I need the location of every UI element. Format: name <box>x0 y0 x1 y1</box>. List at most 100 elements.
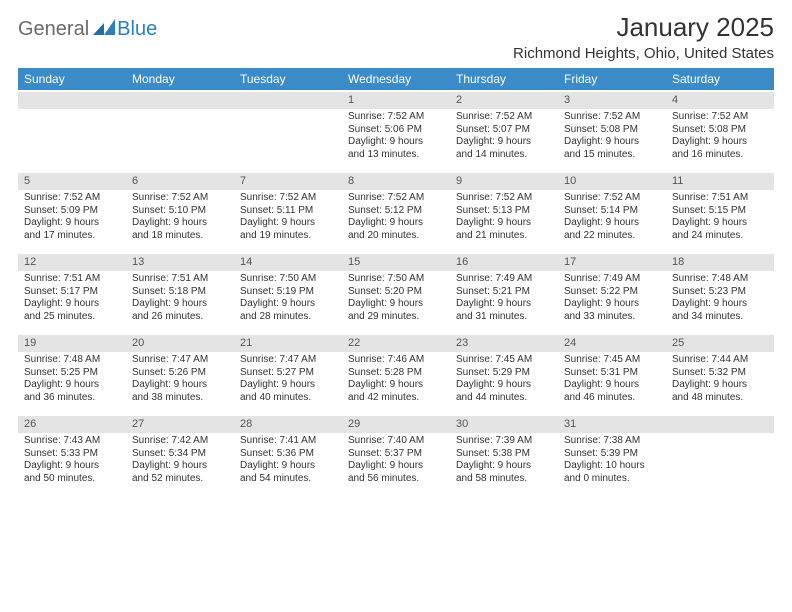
day-detail-line: Daylight: 9 hours <box>564 217 660 230</box>
calendar-cell: 28Sunrise: 7:41 AMSunset: 5:36 PMDayligh… <box>234 415 342 496</box>
day-details: Sunrise: 7:52 AMSunset: 5:08 PMDaylight:… <box>558 109 666 165</box>
day-detail-line: Sunrise: 7:49 AM <box>456 273 552 286</box>
day-detail-line: Sunset: 5:34 PM <box>132 448 228 461</box>
day-detail-line: Daylight: 9 hours <box>456 460 552 473</box>
day-number: 19 <box>18 335 126 352</box>
day-header-sunday: Sunday <box>18 68 126 91</box>
calendar-cell: 8Sunrise: 7:52 AMSunset: 5:12 PMDaylight… <box>342 172 450 253</box>
day-detail-line: Daylight: 9 hours <box>456 379 552 392</box>
day-detail-line: Daylight: 9 hours <box>132 298 228 311</box>
day-detail-line: Sunrise: 7:40 AM <box>348 435 444 448</box>
day-detail-line: and 13 minutes. <box>348 149 444 162</box>
day-number: 26 <box>18 416 126 433</box>
location-text: Richmond Heights, Ohio, United States <box>513 45 774 62</box>
calendar-week: 26Sunrise: 7:43 AMSunset: 5:33 PMDayligh… <box>18 415 774 496</box>
day-detail-line: Sunrise: 7:46 AM <box>348 354 444 367</box>
calendar-cell: 20Sunrise: 7:47 AMSunset: 5:26 PMDayligh… <box>126 334 234 415</box>
day-number: 11 <box>666 173 774 190</box>
day-number: 2 <box>450 92 558 109</box>
day-detail-line: Daylight: 9 hours <box>672 217 768 230</box>
day-detail-line: and 31 minutes. <box>456 311 552 324</box>
day-number: 6 <box>126 173 234 190</box>
day-details: Sunrise: 7:45 AMSunset: 5:29 PMDaylight:… <box>450 352 558 408</box>
day-detail-line: Sunrise: 7:42 AM <box>132 435 228 448</box>
day-detail-line: Sunset: 5:38 PM <box>456 448 552 461</box>
day-detail-line: Sunset: 5:29 PM <box>456 367 552 380</box>
day-detail-line: and 22 minutes. <box>564 230 660 243</box>
day-details: Sunrise: 7:43 AMSunset: 5:33 PMDaylight:… <box>18 433 126 489</box>
day-number <box>234 92 342 109</box>
day-detail-line: and 17 minutes. <box>24 230 120 243</box>
day-detail-line: and 40 minutes. <box>240 392 336 405</box>
day-number: 8 <box>342 173 450 190</box>
day-detail-line: Sunrise: 7:52 AM <box>348 192 444 205</box>
day-details <box>126 109 234 165</box>
day-details: Sunrise: 7:52 AMSunset: 5:07 PMDaylight:… <box>450 109 558 165</box>
day-detail-line: and 44 minutes. <box>456 392 552 405</box>
day-header-saturday: Saturday <box>666 68 774 91</box>
calendar-cell: 10Sunrise: 7:52 AMSunset: 5:14 PMDayligh… <box>558 172 666 253</box>
day-header-wednesday: Wednesday <box>342 68 450 91</box>
day-header-thursday: Thursday <box>450 68 558 91</box>
day-detail-line: and 33 minutes. <box>564 311 660 324</box>
calendar-cell: 25Sunrise: 7:44 AMSunset: 5:32 PMDayligh… <box>666 334 774 415</box>
calendar-cell <box>126 91 234 172</box>
day-number: 5 <box>18 173 126 190</box>
day-details: Sunrise: 7:46 AMSunset: 5:28 PMDaylight:… <box>342 352 450 408</box>
day-details: Sunrise: 7:41 AMSunset: 5:36 PMDaylight:… <box>234 433 342 489</box>
day-detail-line: Sunset: 5:15 PM <box>672 205 768 218</box>
day-detail-line: Sunrise: 7:52 AM <box>564 111 660 124</box>
day-detail-line: Daylight: 9 hours <box>456 217 552 230</box>
day-details: Sunrise: 7:52 AMSunset: 5:13 PMDaylight:… <box>450 190 558 246</box>
day-details: Sunrise: 7:52 AMSunset: 5:09 PMDaylight:… <box>18 190 126 246</box>
day-detail-line: and 38 minutes. <box>132 392 228 405</box>
day-details: Sunrise: 7:52 AMSunset: 5:06 PMDaylight:… <box>342 109 450 165</box>
day-detail-line: Sunrise: 7:48 AM <box>24 354 120 367</box>
calendar-cell: 11Sunrise: 7:51 AMSunset: 5:15 PMDayligh… <box>666 172 774 253</box>
day-details: Sunrise: 7:51 AMSunset: 5:18 PMDaylight:… <box>126 271 234 327</box>
day-details: Sunrise: 7:50 AMSunset: 5:20 PMDaylight:… <box>342 271 450 327</box>
page-header: General Blue January 2025 Richmond Heigh… <box>18 12 774 62</box>
day-detail-line: and 34 minutes. <box>672 311 768 324</box>
day-detail-line: Sunrise: 7:52 AM <box>132 192 228 205</box>
day-number: 14 <box>234 254 342 271</box>
day-detail-line: Daylight: 9 hours <box>240 379 336 392</box>
day-number: 10 <box>558 173 666 190</box>
day-detail-line: and 29 minutes. <box>348 311 444 324</box>
day-detail-line: and 54 minutes. <box>240 473 336 486</box>
calendar-cell: 3Sunrise: 7:52 AMSunset: 5:08 PMDaylight… <box>558 91 666 172</box>
calendar-cell: 9Sunrise: 7:52 AMSunset: 5:13 PMDaylight… <box>450 172 558 253</box>
day-detail-line: Daylight: 9 hours <box>348 298 444 311</box>
day-details: Sunrise: 7:49 AMSunset: 5:22 PMDaylight:… <box>558 271 666 327</box>
day-detail-line: Daylight: 9 hours <box>456 136 552 149</box>
day-detail-line: and 56 minutes. <box>348 473 444 486</box>
flag-icon <box>93 19 115 35</box>
day-detail-line: Sunset: 5:23 PM <box>672 286 768 299</box>
day-detail-line: Daylight: 9 hours <box>240 217 336 230</box>
day-detail-line: Sunrise: 7:50 AM <box>240 273 336 286</box>
day-number: 28 <box>234 416 342 433</box>
day-detail-line: Sunset: 5:27 PM <box>240 367 336 380</box>
logo-text-blue: Blue <box>117 18 157 41</box>
day-detail-line: Sunset: 5:31 PM <box>564 367 660 380</box>
day-detail-line: Daylight: 9 hours <box>132 460 228 473</box>
day-detail-line: Sunrise: 7:47 AM <box>132 354 228 367</box>
day-detail-line: Sunset: 5:28 PM <box>348 367 444 380</box>
calendar-cell <box>666 415 774 496</box>
day-detail-line: and 16 minutes. <box>672 149 768 162</box>
day-detail-line: Daylight: 9 hours <box>672 136 768 149</box>
day-detail-line: Sunrise: 7:52 AM <box>348 111 444 124</box>
day-number: 31 <box>558 416 666 433</box>
day-detail-line: Sunset: 5:17 PM <box>24 286 120 299</box>
day-detail-line: and 58 minutes. <box>456 473 552 486</box>
day-detail-line: Daylight: 9 hours <box>456 298 552 311</box>
day-detail-line: Sunset: 5:09 PM <box>24 205 120 218</box>
day-number: 7 <box>234 173 342 190</box>
day-details: Sunrise: 7:40 AMSunset: 5:37 PMDaylight:… <box>342 433 450 489</box>
day-details: Sunrise: 7:52 AMSunset: 5:08 PMDaylight:… <box>666 109 774 165</box>
day-number: 15 <box>342 254 450 271</box>
calendar-week: 5Sunrise: 7:52 AMSunset: 5:09 PMDaylight… <box>18 172 774 253</box>
day-detail-line: Daylight: 9 hours <box>348 460 444 473</box>
day-details <box>666 433 774 489</box>
calendar-cell: 22Sunrise: 7:46 AMSunset: 5:28 PMDayligh… <box>342 334 450 415</box>
